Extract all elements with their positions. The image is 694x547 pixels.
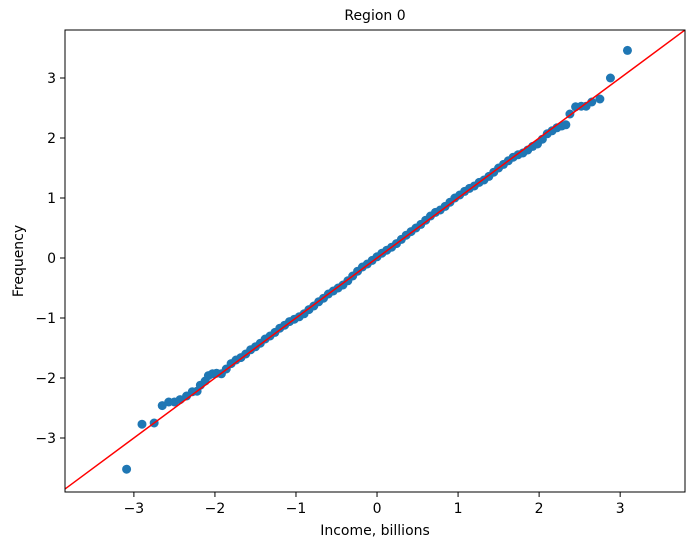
x-tick-label: 3 — [616, 501, 625, 517]
x-tick-label: 1 — [454, 501, 463, 517]
x-tick-label: −3 — [124, 501, 145, 517]
y-axis-label: Frequency — [11, 225, 27, 297]
x-axis-label: Income, billions — [320, 523, 430, 539]
data-points — [122, 45, 632, 474]
plot-frame — [64, 29, 686, 493]
y-tick-label: 0 — [47, 251, 56, 267]
y-tick-label: 1 — [47, 191, 56, 207]
x-tick-label: 2 — [535, 501, 544, 517]
chart-title: Region 0 — [344, 8, 405, 24]
y-tick-label: −3 — [35, 431, 56, 447]
x-tick-label: 0 — [373, 501, 382, 517]
y-tick-label: −2 — [35, 371, 56, 387]
y-tick-label: −1 — [35, 311, 56, 327]
x-axis-ticks: −3 −2 −1 0 1 2 3 — [124, 492, 625, 517]
y-tick-label: 2 — [47, 131, 56, 147]
x-tick-label: −1 — [286, 501, 307, 517]
data-point — [122, 464, 132, 474]
y-tick-label: 3 — [47, 71, 56, 87]
x-tick-label: −2 — [205, 501, 226, 517]
y-axis-ticks: −3 −2 −1 0 1 2 3 — [35, 71, 65, 447]
data-point — [595, 94, 605, 104]
data-point — [137, 419, 147, 429]
data-point — [622, 45, 632, 55]
data-point — [561, 120, 571, 130]
data-point — [605, 73, 615, 83]
